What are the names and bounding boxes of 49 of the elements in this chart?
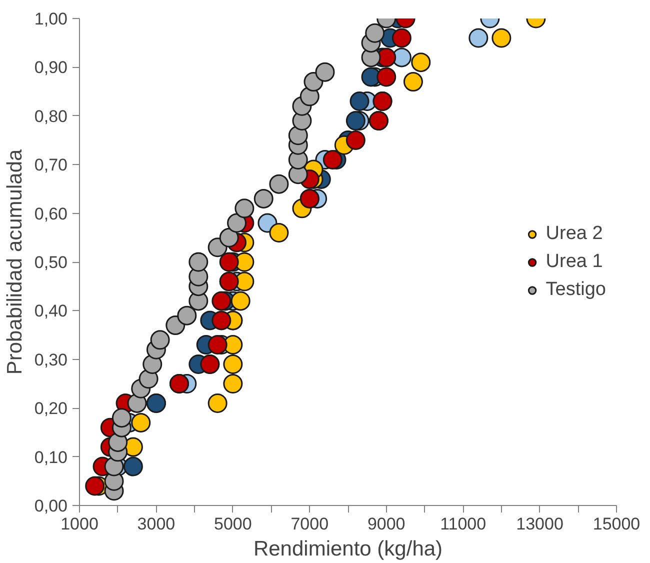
y-tick-label: 1,00 <box>34 10 68 28</box>
y-axis-title: Probabilidad acumulada <box>3 149 26 375</box>
x-tick-label: 11000 <box>440 514 486 534</box>
y-tick-label: 0,40 <box>34 302 68 321</box>
point <box>392 28 412 48</box>
legend-label: Testigo <box>546 278 606 300</box>
point <box>492 28 512 48</box>
point <box>269 174 289 194</box>
y-tick-label: 0,90 <box>34 58 68 78</box>
point <box>346 130 366 150</box>
point <box>315 62 335 82</box>
point <box>223 354 243 374</box>
y-tick-label: 0,20 <box>34 399 68 418</box>
legend-label: Urea 1 <box>546 250 603 272</box>
point <box>188 252 208 272</box>
y-tick-label: 0,50 <box>34 253 68 272</box>
x-axis-title: Rendimiento (kg/ha) <box>253 538 443 560</box>
point <box>468 28 488 48</box>
x-tick-label: 15000 <box>592 514 640 534</box>
point <box>234 198 254 218</box>
y-tick-label: 0,00 <box>34 496 68 516</box>
point <box>254 188 274 208</box>
point <box>403 72 423 92</box>
point <box>219 228 239 248</box>
x-tick-label: 5000 <box>214 514 252 534</box>
x-tick-label: 9000 <box>367 514 406 534</box>
point <box>365 23 385 43</box>
point <box>123 456 143 476</box>
point <box>322 150 342 170</box>
y-tick-label: 0,80 <box>34 106 68 126</box>
point <box>177 306 197 326</box>
point <box>212 310 232 330</box>
point <box>223 374 243 394</box>
point <box>150 330 170 350</box>
point <box>411 52 431 72</box>
point <box>208 394 228 413</box>
point <box>227 213 247 233</box>
y-tick-label: 0,70 <box>34 156 68 175</box>
y-tick-label: 0,60 <box>34 204 68 224</box>
x-tick-label: 13000 <box>516 514 564 534</box>
point <box>269 223 289 243</box>
y-tick-label: 0,30 <box>34 350 68 370</box>
legend-label: Urea 2 <box>546 222 603 244</box>
x-tick-label: 3000 <box>137 514 176 534</box>
x-tick-label: 7000 <box>290 514 329 534</box>
point <box>346 111 366 130</box>
y-tick-label: 0,10 <box>34 448 68 467</box>
x-tick-label: 1000 <box>60 514 98 534</box>
point <box>350 92 370 112</box>
